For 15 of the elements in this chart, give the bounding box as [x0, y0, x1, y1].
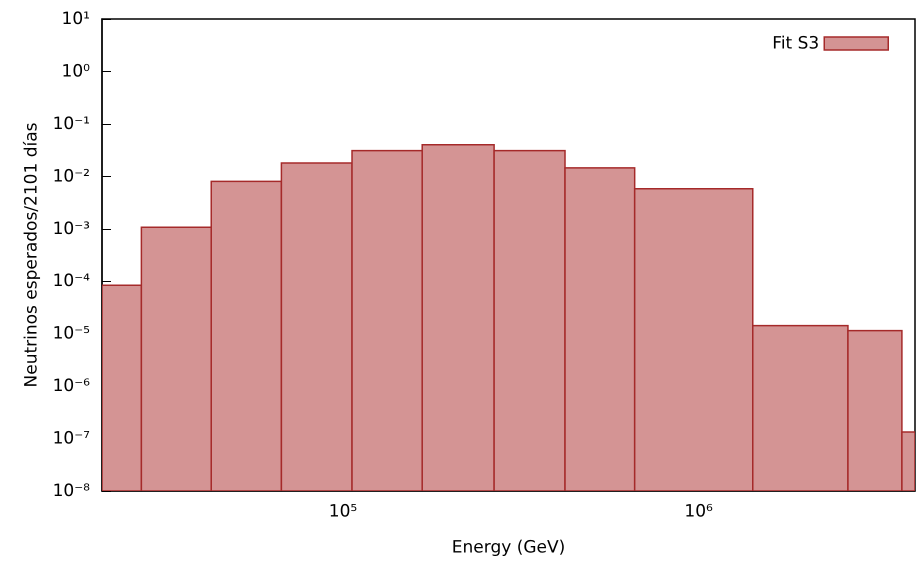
y-tick-label: 10⁻⁸ [52, 481, 90, 501]
y-tick-label: 10⁻⁶ [52, 376, 90, 396]
x-tick-label: 10⁵ [328, 502, 358, 522]
y-tick-label: 10⁻⁴ [52, 271, 90, 292]
y-tick-label: 10⁻⁵ [52, 324, 90, 344]
y-tick-label: 10⁰ [62, 61, 90, 82]
x-tick-label: 10⁶ [684, 502, 714, 522]
legend-label: Fit S3 [772, 34, 820, 54]
x-axis-title: Energy (GeV) [452, 538, 566, 558]
y-tick-label: 10⁻³ [52, 218, 90, 239]
y-tick-label: 10⁻² [52, 166, 90, 186]
y-tick-label: 10⁻¹ [52, 114, 90, 134]
y-axis-title: Neutrinos esperados/2101 días [22, 122, 42, 388]
y-tick-label: 10⁻⁷ [52, 428, 90, 449]
y-tick-label: 10¹ [62, 9, 90, 29]
